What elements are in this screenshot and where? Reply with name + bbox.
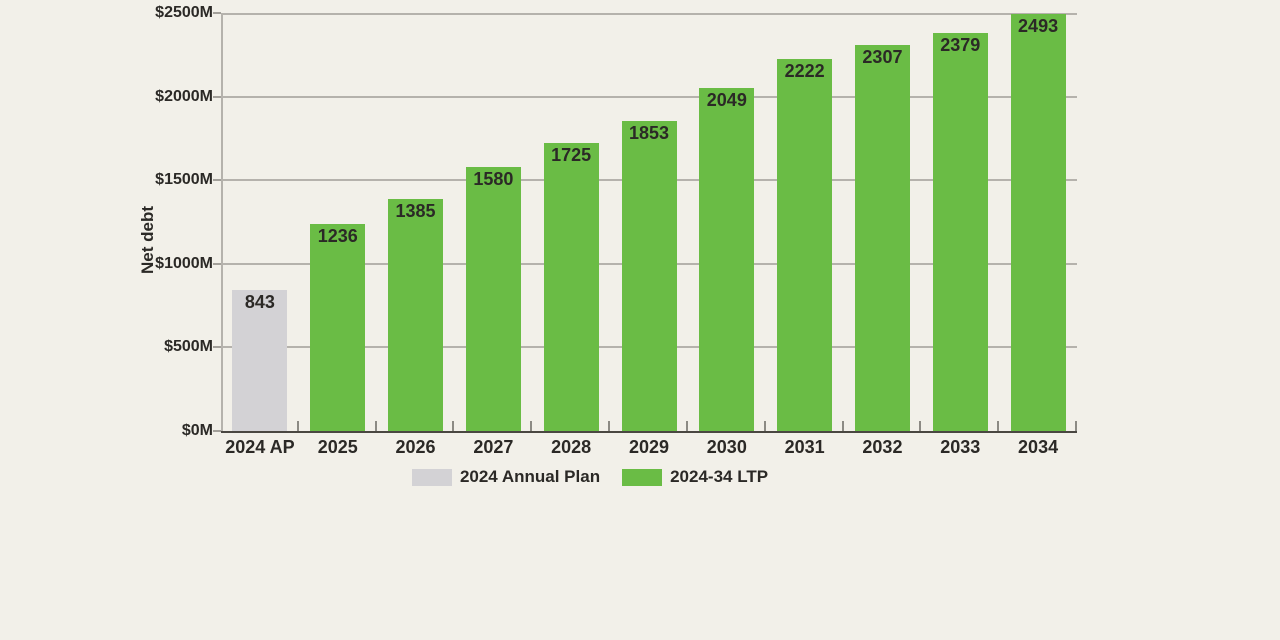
x-axis-tick [530,421,533,431]
bar-2027: 1580 [465,166,521,431]
x-axis-tick [685,421,688,431]
y-axis-tick [213,346,221,349]
bar-value-label: 2307 [862,47,903,68]
bar-2025: 1236 [310,224,366,431]
bar-2033: 2379 [932,33,988,431]
x-axis-tick-label: 2027 [473,437,514,457]
bar-value-label: 2379 [940,35,981,56]
x-axis-tick-label: 2025 [317,437,358,457]
y-axis-tick-label: $2500M [155,4,213,21]
bar-2034: 2493 [1010,14,1066,431]
x-axis-tick [452,421,455,431]
x-axis-tick [763,421,766,431]
y-axis-labels: $0M $500M $1000M $1500M $2000M $2500M [0,4,213,439]
legend-label: 2024 Annual Plan [459,467,601,486]
bar-value-label: 2222 [784,61,825,82]
x-axis-tick-label: 2034 [1018,437,1059,457]
bar-2032: 2307 [854,45,910,431]
bar-value-label: 843 [244,292,275,313]
legend-swatch [622,468,663,486]
y-axis-tick-label: $1500M [155,171,213,189]
bar-2028: 1725 [543,142,599,431]
bar-value-label: 1580 [473,168,514,189]
bar-2026: 1385 [388,199,444,431]
x-axis-labels: 2024 AP 2025 2026 2027 2028 2029 2030 2031 2032 2… [221,437,1077,461]
x-axis-tick [997,421,1000,431]
bar-value-label: 2493 [1018,16,1059,37]
bar-value-label: 2049 [706,90,747,111]
y-axis-tick [213,262,221,265]
y-axis-tick-label: $1000M [155,254,213,272]
y-axis-tick [213,430,221,432]
x-axis-tick-label: 2028 [551,437,592,457]
plot-area: 843 1236 1385 1580 1725 1853 2049 2222 2307 2379 2… [213,12,1077,433]
legend-item: 2024-34 LTP [622,467,768,487]
legend-label: 2024-34 LTP [670,467,769,486]
gridline [221,95,1077,98]
y-axis-tick [213,12,221,14]
bar-value-label: 1385 [395,201,436,222]
y-axis-tick-label: $500M [164,338,213,356]
x-axis-tick [1075,421,1077,431]
legend-swatch [411,468,452,486]
y-axis-tick [213,179,221,182]
legend: 2024 Annual Plan 2024-34 LTP [0,467,1180,487]
bar-value-label: 1236 [317,226,358,247]
y-axis-line [221,13,223,431]
x-axis-tick [608,421,611,431]
x-axis-line [221,431,1077,433]
bar-2024-ap: 843 [232,290,288,431]
x-axis-tick-label: 2031 [784,437,825,457]
x-axis-tick-label: 2026 [395,437,436,457]
gridline [221,13,1077,15]
bar-value-label: 1725 [551,144,592,165]
x-axis-tick [374,421,377,431]
x-axis-tick-label: 2024 AP [225,437,295,457]
x-axis-tick-label: 2030 [706,437,747,457]
x-axis-tick-label: 2029 [628,437,669,457]
bar-value-label: 1853 [628,123,670,144]
x-axis-tick-label: 2033 [940,437,981,457]
bar-2029: 1853 [621,121,677,431]
bar-2031: 2222 [777,59,833,431]
x-axis-tick [841,421,844,431]
bar-2030: 2049 [699,88,755,431]
y-axis-tick-label: $0M [181,422,213,439]
x-axis-tick-label: 2032 [862,437,903,457]
x-axis-tick [296,421,299,431]
x-axis-tick [919,421,922,431]
legend-item: 2024 Annual Plan [411,467,601,487]
y-axis-tick [213,95,221,98]
y-axis-tick-label: $2000M [155,87,213,105]
